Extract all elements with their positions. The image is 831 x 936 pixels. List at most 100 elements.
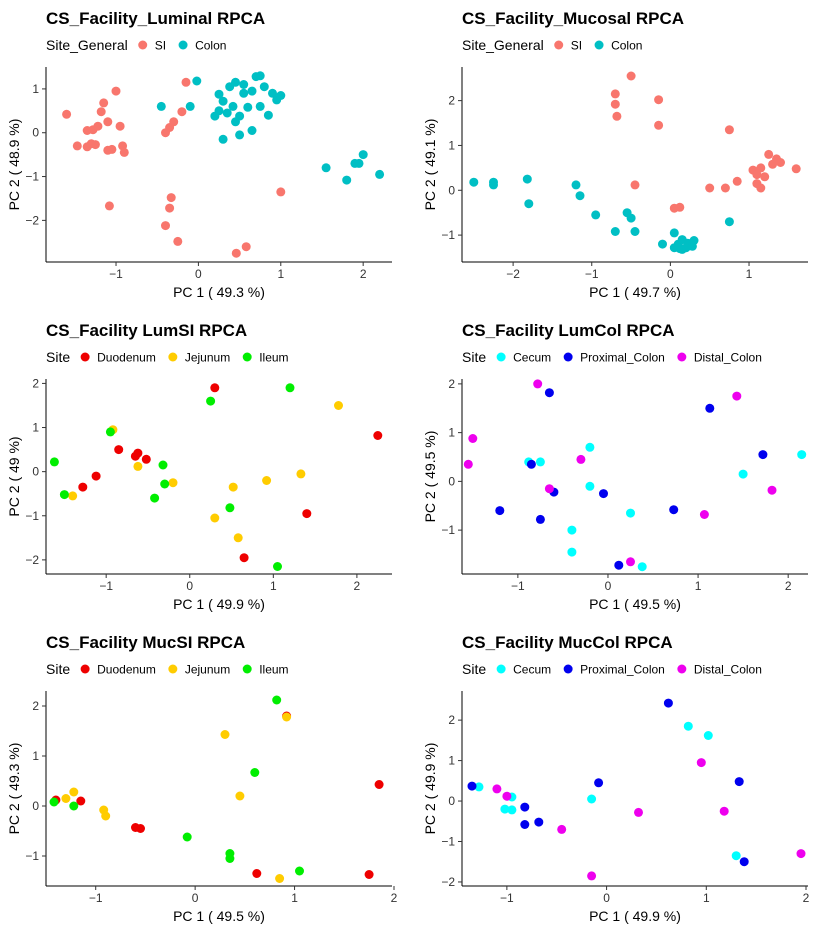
legend-key (677, 664, 687, 674)
data-point (114, 445, 124, 455)
data-point (703, 731, 713, 740)
y-tick-label: 1 (448, 138, 455, 152)
data-point (533, 379, 543, 389)
panel-title: CS_Facility_Luminal RPCA (46, 9, 265, 28)
data-point (756, 163, 766, 173)
data-point (160, 479, 170, 489)
data-point (210, 513, 220, 523)
y-axis-title: PC 2 ( 49.5 %) (422, 431, 438, 523)
data-point (68, 491, 78, 501)
x-tick-label: 0 (195, 267, 202, 281)
data-point (756, 183, 766, 193)
legend-key (496, 352, 506, 362)
x-axis-title: PC 1 ( 49.9 %) (589, 908, 681, 924)
data-point (239, 80, 249, 89)
data-point (302, 509, 312, 519)
data-point (158, 460, 168, 470)
y-tick-label: −1 (25, 509, 39, 523)
data-point (544, 484, 554, 494)
legend-key (563, 664, 573, 674)
data-point (334, 401, 343, 410)
data-point (719, 806, 729, 816)
x-tick-label: −1 (585, 267, 599, 281)
panel-2: CS_Facility_Mucosal RPCA Site_General SI Co… (422, 9, 808, 300)
data-point (342, 175, 352, 185)
x-tick-label: 0 (603, 891, 610, 905)
y-tick-label: 2 (448, 713, 455, 727)
data-point (610, 89, 620, 99)
data-point (76, 796, 86, 806)
y-tick-label: 0 (448, 474, 455, 488)
legend-label: Colon (611, 39, 642, 53)
legend-key (242, 352, 252, 362)
data-point (285, 383, 295, 393)
data-point (683, 721, 693, 731)
data-point (791, 164, 801, 174)
legend-key (563, 352, 573, 362)
data-point (173, 236, 183, 246)
data-point (255, 71, 265, 81)
x-tick-label: 0 (605, 579, 612, 593)
legend-label: Distal_Colon (694, 663, 762, 677)
data-point (241, 242, 251, 252)
data-point (259, 82, 269, 92)
panel-title: CS_Facility MucSI RPCA (46, 633, 245, 652)
legend-key (138, 40, 148, 50)
data-point (764, 149, 774, 159)
data-point (610, 99, 620, 109)
legend-label: SI (571, 39, 582, 53)
data-point (375, 169, 385, 179)
data-point (59, 490, 69, 500)
data-point (243, 102, 253, 112)
y-axis-title: PC 2 ( 49.3 %) (6, 743, 22, 835)
legend-label: Cecum (513, 351, 551, 365)
data-point (724, 217, 734, 227)
data-point (495, 506, 505, 516)
data-point (93, 121, 103, 131)
data-point (235, 130, 245, 140)
legend-title: Site (46, 661, 70, 677)
data-point (637, 562, 647, 572)
legend-key (496, 664, 506, 674)
data-point (612, 111, 622, 121)
y-tick-label: −1 (441, 228, 455, 242)
data-point (228, 482, 238, 492)
panel-1: CS_Facility_Luminal RPCA Site_General SI Co… (6, 9, 392, 300)
data-point (225, 854, 235, 863)
x-tick-label: −1 (511, 579, 525, 593)
data-point (61, 794, 71, 803)
x-tick-label: −2 (506, 267, 520, 281)
data-point (669, 228, 679, 238)
legend-label: Proximal_Colon (580, 663, 665, 677)
data-point (571, 180, 581, 190)
x-tick-label: −1 (99, 579, 113, 593)
panel-title: CS_Facility LumCol RPCA (462, 321, 675, 340)
data-point (599, 489, 608, 499)
data-point (474, 782, 484, 792)
data-point (115, 121, 125, 131)
panel-title: CS_Facility LumSI RPCA (46, 321, 247, 340)
data-point (630, 180, 640, 190)
data-point (738, 469, 748, 479)
data-point (272, 695, 282, 705)
data-point (222, 108, 232, 118)
data-point (630, 227, 640, 236)
data-point (168, 478, 178, 488)
legend-label: Jejunum (185, 351, 230, 365)
legend-title: Site_General (462, 37, 544, 53)
data-point (275, 874, 285, 883)
panel-5: CS_Facility MucSI RPCA Site Duodenum Jejunu… (6, 633, 398, 924)
data-point (321, 163, 331, 173)
data-point (705, 183, 715, 193)
data-point (165, 203, 175, 213)
data-point (96, 107, 106, 117)
legend-key (554, 40, 564, 50)
x-tick-label: 2 (354, 579, 361, 593)
data-point (218, 134, 228, 144)
x-tick-label: 2 (391, 891, 398, 905)
data-point (364, 870, 374, 879)
x-tick-label: 2 (360, 267, 367, 281)
data-point (724, 125, 734, 135)
data-point (752, 170, 762, 180)
x-tick-label: 1 (270, 579, 277, 593)
